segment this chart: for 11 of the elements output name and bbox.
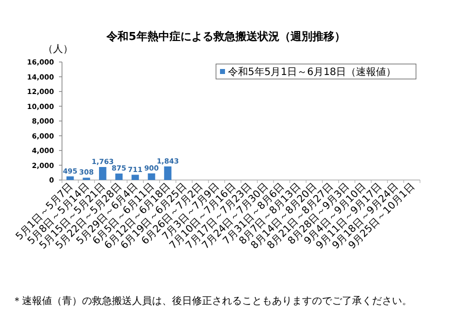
text: ＊速報値（青）の救急搬送人員は、後日修正されることもありますのでご了承ください。 bbox=[12, 295, 412, 307]
legend: 令和5年5月1日～6月18日（速報値） bbox=[216, 64, 416, 80]
legend-label: 令和5年5月1日～6月18日（速報値） bbox=[228, 66, 396, 78]
bar bbox=[115, 174, 123, 180]
bar bbox=[66, 176, 74, 180]
bar bbox=[148, 173, 156, 180]
bar bbox=[132, 174, 139, 180]
chart-title: 令和5年熱中症による救急搬送状況（週別推移） bbox=[106, 30, 346, 43]
y-axis-title: （人） bbox=[43, 44, 73, 55]
bar bbox=[164, 166, 172, 180]
bar bbox=[99, 167, 106, 180]
